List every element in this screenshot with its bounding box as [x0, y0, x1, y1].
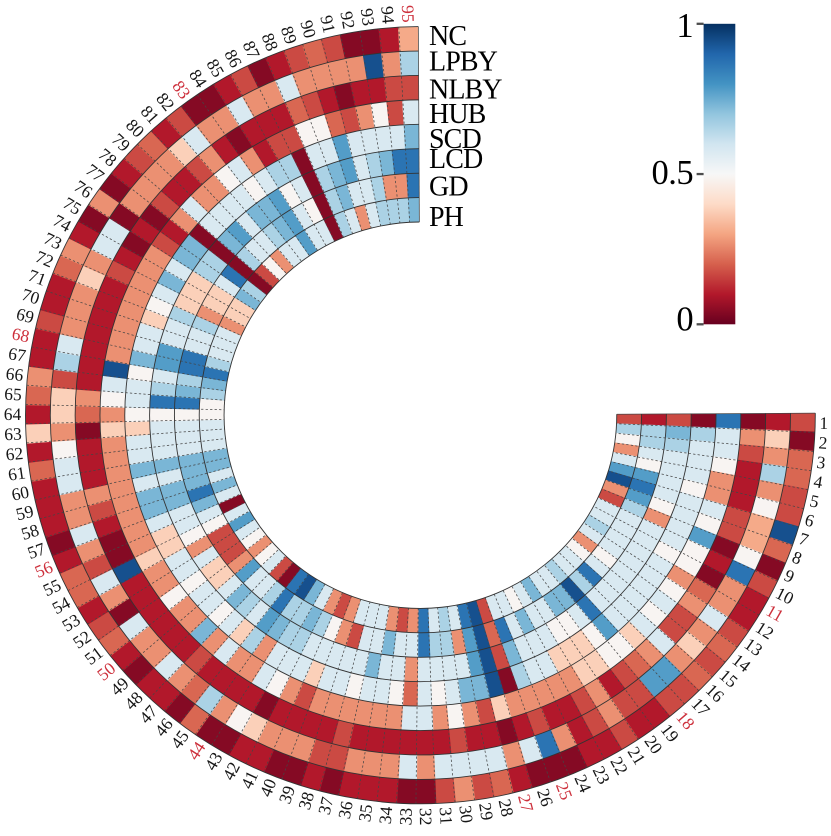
svg-text:27: 27 [514, 792, 538, 814]
svg-text:71: 71 [26, 265, 49, 290]
svg-text:89: 89 [277, 24, 302, 47]
svg-text:91: 91 [316, 13, 339, 35]
svg-text:61: 61 [7, 462, 27, 484]
svg-text:69: 69 [14, 304, 36, 328]
svg-text:NLBY: NLBY [429, 75, 502, 106]
svg-text:70: 70 [19, 284, 42, 308]
svg-text:63: 63 [4, 423, 23, 444]
svg-text:40: 40 [255, 776, 280, 800]
svg-text:34: 34 [375, 805, 396, 824]
svg-text:26: 26 [533, 786, 557, 809]
svg-text:2: 2 [818, 432, 828, 453]
svg-text:37: 37 [314, 795, 338, 817]
svg-text:0: 0 [676, 301, 693, 339]
svg-text:58: 58 [19, 520, 42, 544]
svg-text:GD: GD [429, 172, 468, 203]
svg-text:32: 32 [416, 808, 436, 826]
svg-text:95: 95 [398, 5, 419, 23]
svg-text:94: 94 [377, 5, 398, 24]
svg-text:NC: NC [429, 21, 466, 52]
svg-text:36: 36 [334, 799, 357, 820]
svg-text:39: 39 [274, 783, 299, 806]
svg-text:31: 31 [436, 807, 457, 826]
svg-text:59: 59 [14, 501, 36, 525]
svg-text:33: 33 [395, 807, 416, 825]
svg-text:62: 62 [5, 443, 24, 465]
svg-text:0.5: 0.5 [651, 154, 693, 192]
svg-text:93: 93 [357, 7, 379, 27]
svg-text:35: 35 [354, 803, 376, 823]
svg-text:HUB: HUB [429, 99, 486, 130]
svg-text:28: 28 [495, 797, 518, 819]
svg-text:1: 1 [819, 413, 828, 433]
svg-text:65: 65 [4, 384, 23, 405]
svg-text:25: 25 [552, 779, 577, 803]
svg-text:90: 90 [296, 18, 320, 41]
svg-text:66: 66 [5, 363, 25, 385]
svg-text:SCD: SCD [429, 124, 481, 155]
svg-text:68: 68 [10, 323, 31, 346]
svg-text:92: 92 [336, 10, 359, 31]
svg-text:88: 88 [258, 30, 283, 54]
svg-text:PH: PH [429, 202, 464, 233]
svg-text:LCD: LCD [429, 144, 483, 175]
svg-text:72: 72 [33, 246, 57, 271]
svg-text:38: 38 [294, 789, 318, 812]
svg-text:29: 29 [475, 801, 498, 822]
svg-text:1: 1 [676, 7, 693, 45]
svg-text:3: 3 [816, 452, 827, 473]
svg-text:60: 60 [10, 482, 31, 505]
svg-text:4: 4 [812, 471, 824, 492]
svg-text:64: 64 [4, 404, 22, 424]
svg-text:67: 67 [7, 343, 28, 365]
svg-text:LPBY: LPBY [429, 47, 498, 78]
svg-text:57: 57 [25, 538, 48, 563]
svg-text:30: 30 [455, 804, 477, 824]
